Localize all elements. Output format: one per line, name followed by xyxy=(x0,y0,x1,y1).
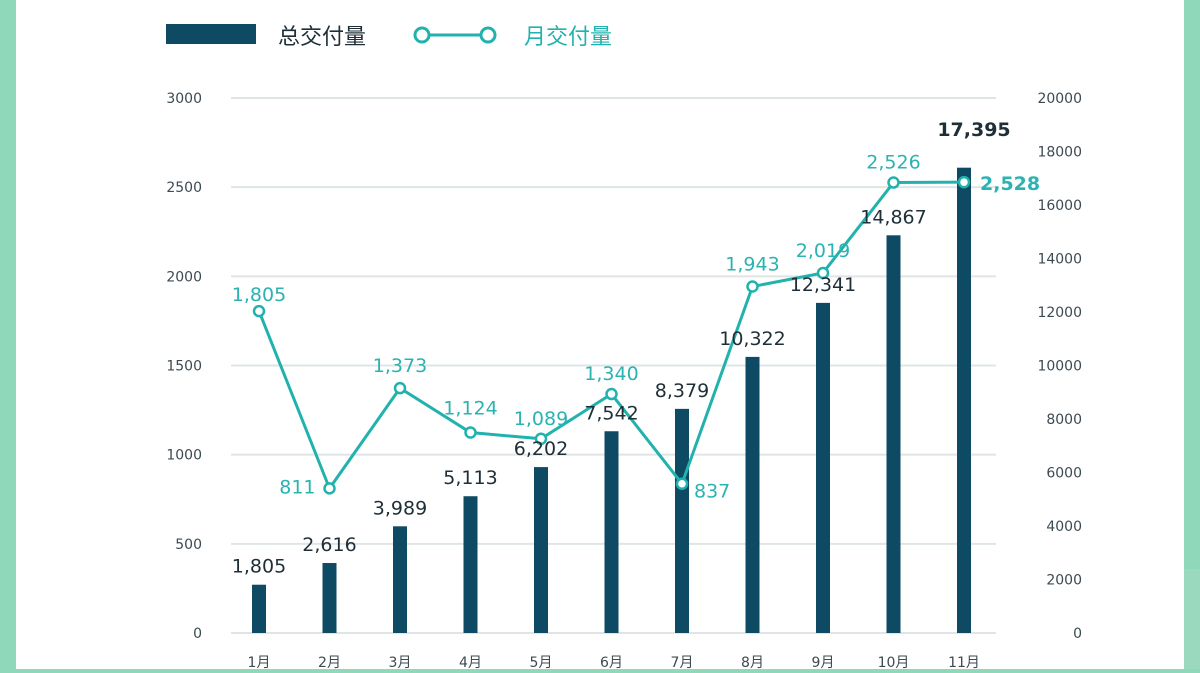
right-axis-tick-label: 10000 xyxy=(1037,359,1082,375)
line-value-label: 1,943 xyxy=(725,253,779,275)
x-axis-tick-label: 9月 xyxy=(812,655,835,669)
legend-line-label: 月交付量 xyxy=(524,25,612,50)
bar-value-label: 7,542 xyxy=(584,402,638,424)
line-point xyxy=(677,479,687,489)
bar xyxy=(887,235,901,633)
left-axis-tick-label: 500 xyxy=(175,537,202,553)
bar xyxy=(816,303,830,633)
bar-series xyxy=(252,168,971,633)
line-labels: 1,805 811 1,373 1,124 1,089 1,340 837 1,943 2,01… xyxy=(232,152,1040,503)
line-value-label: 2,528 xyxy=(980,173,1040,195)
x-axis-tick-label: 8月 xyxy=(741,655,764,669)
legend: 总交付量 月交付量 xyxy=(166,24,612,50)
left-axis-tick-label: 1500 xyxy=(166,359,202,375)
left-axis: 0 500 1000 1500 2000 2500 3000 xyxy=(166,91,202,642)
left-axis-tick-label: 0 xyxy=(193,626,202,642)
right-axis-tick-label: 20000 xyxy=(1037,91,1082,107)
line-point xyxy=(607,389,617,399)
right-axis-tick-label: 18000 xyxy=(1037,145,1082,161)
right-axis-tick-label: 2000 xyxy=(1046,573,1082,589)
line-value-label: 1,124 xyxy=(443,398,497,420)
x-axis-tick-label: 3月 xyxy=(389,655,412,669)
x-axis: 1月 2月 3月 4月 5月 6月 7月 8月 9月 10月 11月 xyxy=(248,655,980,669)
line-value-label: 2,019 xyxy=(796,240,850,262)
x-axis-tick-label: 1月 xyxy=(248,655,271,669)
line-value-label: 1,373 xyxy=(373,355,427,377)
x-axis-tick-label: 5月 xyxy=(530,655,553,669)
right-axis-tick-label: 6000 xyxy=(1046,466,1082,482)
bar xyxy=(464,496,478,633)
line-point xyxy=(889,178,899,188)
line-point xyxy=(748,281,758,291)
line-value-label: 1,089 xyxy=(514,408,568,430)
right-axis-tick-label: 12000 xyxy=(1037,305,1082,321)
bar xyxy=(534,467,548,633)
x-axis-tick-label: 10月 xyxy=(878,655,910,669)
left-axis-tick-label: 1000 xyxy=(166,448,202,464)
line-value-label: 811 xyxy=(279,476,315,498)
legend-bar-label: 总交付量 xyxy=(278,25,366,50)
bar xyxy=(957,168,971,633)
bar xyxy=(393,526,407,633)
right-axis-tick-label: 0 xyxy=(1073,626,1082,642)
line-point xyxy=(325,483,335,493)
x-axis-tick-label: 11月 xyxy=(948,655,980,669)
line-value-label: 1,340 xyxy=(584,363,638,385)
right-axis-tick-label: 4000 xyxy=(1046,519,1082,535)
bar-value-label: 5,113 xyxy=(443,467,497,489)
bar-value-label: 3,989 xyxy=(373,497,427,519)
line-point xyxy=(395,383,405,393)
legend-line-marker xyxy=(415,28,429,42)
bar-value-label: 10,322 xyxy=(719,328,785,350)
line-point xyxy=(466,428,476,438)
bar-value-label: 2,616 xyxy=(302,534,356,556)
x-axis-tick-label: 4月 xyxy=(459,655,482,669)
line-value-label: 1,805 xyxy=(232,284,286,306)
line-point xyxy=(959,177,969,187)
bar-value-label: 12,341 xyxy=(790,274,856,296)
line-point xyxy=(254,306,264,316)
legend-line-marker xyxy=(481,28,495,42)
line-value-label: 2,526 xyxy=(866,152,920,174)
left-axis-tick-label: 2000 xyxy=(166,269,202,285)
right-axis-tick-label: 16000 xyxy=(1037,198,1082,214)
right-axis: 0 2000 4000 6000 8000 10000 12000 14000 16000 180… xyxy=(1037,91,1082,642)
right-axis-tick-label: 14000 xyxy=(1037,252,1082,268)
chart-panel: 总交付量 月交付量 0 500 1000 1500 2000 2500 3000 0 2000… xyxy=(16,0,1184,669)
line-value-label: 837 xyxy=(694,481,730,503)
x-axis-tick-label: 2月 xyxy=(318,655,341,669)
bar xyxy=(605,431,619,633)
bar xyxy=(323,563,337,633)
left-axis-tick-label: 2500 xyxy=(166,180,202,196)
x-axis-tick-label: 6月 xyxy=(600,655,623,669)
legend-bar-swatch xyxy=(166,24,256,44)
left-axis-tick-label: 3000 xyxy=(166,91,202,107)
bar-value-label: 1,805 xyxy=(232,556,286,578)
x-axis-tick-label: 7月 xyxy=(671,655,694,669)
bar-value-label: 8,379 xyxy=(655,380,709,402)
chart: 总交付量 月交付量 0 500 1000 1500 2000 2500 3000 0 2000… xyxy=(16,0,1184,669)
bar xyxy=(675,409,689,633)
bar-value-label: 6,202 xyxy=(514,438,568,460)
corner-decoration xyxy=(1184,569,1200,669)
bar xyxy=(746,357,760,633)
bar-value-label: 17,395 xyxy=(937,119,1010,141)
bar xyxy=(252,585,266,633)
bar-value-label: 14,867 xyxy=(860,206,926,228)
right-axis-tick-label: 8000 xyxy=(1046,412,1082,428)
